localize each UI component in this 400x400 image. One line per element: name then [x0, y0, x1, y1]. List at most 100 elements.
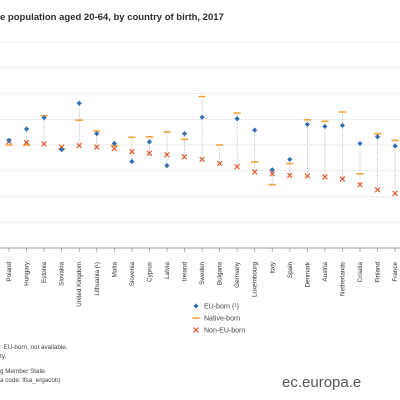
cross-stroke [146, 150, 153, 157]
legend-swatch [193, 303, 199, 309]
category-label: United Kingdom [76, 262, 83, 307]
cross-stroke [339, 176, 346, 182]
cross-stroke [129, 148, 135, 155]
cross-stroke [23, 139, 30, 146]
point-diamond [41, 115, 47, 121]
point-diamond [357, 140, 363, 147]
point-cross [339, 176, 346, 182]
point-cross [216, 160, 223, 167]
point-cross [251, 168, 258, 175]
point-diamond [287, 156, 293, 163]
cross-stroke [216, 160, 223, 167]
category-label: Italy [269, 261, 276, 273]
grid-layer [0, 41, 400, 249]
point-cross [111, 145, 118, 152]
footnote-3: g Member State. [0, 368, 47, 375]
point-cross [41, 141, 47, 147]
mark-layer [5, 95, 399, 197]
category-label-layer: Poland Hungary Estonia Slovakia United Kingd… [6, 248, 399, 307]
legend: EU-born (¹) Native-born Non-EU-born [192, 303, 245, 334]
category-label: Sweden [199, 262, 206, 285]
category-label: Slovenia [129, 262, 136, 287]
cross-stroke [392, 190, 398, 197]
point-diamond [269, 167, 275, 173]
point-cross [181, 154, 188, 160]
chart-title: e population aged 20-64, by country of b… [0, 12, 224, 23]
point-diamond [199, 114, 205, 120]
point-diamond [94, 131, 100, 137]
legend-label: Non-EU-born [204, 327, 245, 334]
point-diamond [164, 163, 170, 169]
point-cross [304, 173, 311, 179]
cross-stroke [251, 168, 258, 175]
point-diamond [234, 116, 240, 122]
category-label: Netherlands [339, 262, 346, 296]
cross-stroke [374, 186, 381, 193]
point-cross [392, 190, 398, 197]
category-label: France [392, 262, 399, 282]
cross-stroke [269, 171, 276, 177]
cross-stroke [193, 327, 199, 333]
point-diamond [146, 139, 152, 145]
point-diamond [129, 158, 135, 165]
category-label: Luxembourg [252, 262, 259, 298]
cross-stroke [304, 173, 311, 179]
point-cross [76, 142, 83, 149]
point-cross [93, 144, 100, 150]
category-label: Ireland [182, 262, 189, 282]
point-diamond [392, 143, 398, 149]
point-cross [269, 171, 276, 177]
cross-stroke [93, 144, 100, 150]
category-label: Slovakia [59, 262, 66, 286]
point-cross [322, 174, 328, 180]
point-diamond [76, 100, 82, 106]
cross-stroke [322, 174, 328, 180]
category-label: Estonia [41, 262, 48, 284]
category-label: Denmark [304, 261, 311, 287]
point-diamond [6, 137, 12, 143]
point-diamond [252, 127, 258, 133]
legend-label: EU-born (¹) [204, 303, 239, 310]
category-label: Poland [6, 262, 13, 282]
point-cross [199, 156, 205, 163]
point-cross [23, 139, 30, 146]
point-diamond [304, 121, 310, 127]
category-label: Germany [234, 261, 241, 288]
point-diamond [339, 122, 346, 129]
category-label: Malta [111, 262, 118, 278]
point-cross [146, 150, 153, 157]
cross-stroke [199, 156, 205, 163]
footnote-1: : EU-born, not available. [0, 344, 68, 351]
point-cross [286, 172, 293, 179]
cross-stroke [111, 145, 118, 152]
category-label: Cyprus [146, 262, 153, 282]
cross-stroke [286, 172, 293, 179]
cross-stroke [181, 154, 188, 160]
point-diamond [181, 131, 188, 137]
category-label: Bulgaria [217, 262, 224, 286]
point-cross [234, 163, 240, 170]
point-cross [129, 148, 135, 155]
point-cross [374, 186, 381, 193]
category-label: Hungary [24, 261, 31, 286]
cross-stroke [234, 163, 240, 170]
cross-stroke [357, 181, 363, 188]
source-url: ec.europa.e [282, 374, 362, 391]
legend-swatch [193, 327, 199, 333]
category-label: Croatia [357, 262, 364, 283]
category-label: Latvia [164, 262, 171, 279]
point-diamond [322, 123, 328, 130]
footnote-4: a code: lfsa_ergacob) [0, 377, 61, 384]
point-diamond [111, 140, 117, 147]
point-diamond [374, 134, 381, 140]
category-label: Spain [287, 262, 294, 279]
footnote-2: ty. [0, 353, 7, 360]
point-cross [164, 151, 170, 158]
cross-stroke [76, 142, 83, 149]
point-diamond [59, 147, 65, 153]
category-label: Lithuania (¹) [94, 262, 101, 296]
category-label: Finland [375, 262, 382, 283]
point-cross [357, 181, 363, 188]
point-diamond [23, 126, 30, 132]
